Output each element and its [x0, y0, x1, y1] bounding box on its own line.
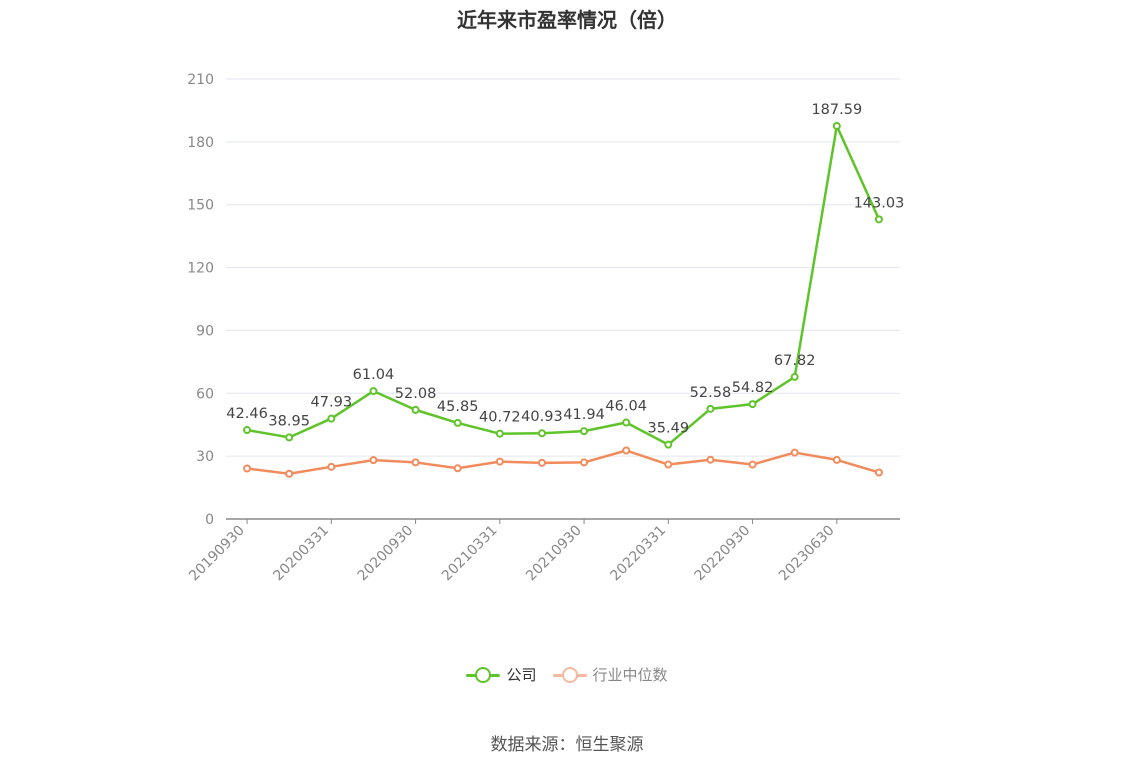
company-data-label: 40.72	[479, 410, 521, 426]
company-point	[537, 429, 546, 438]
company-point	[748, 400, 757, 409]
legend: 公司 行业中位数	[0, 664, 1134, 685]
legend-item-industry-median[interactable]: 行业中位数	[552, 664, 668, 685]
industry-median-point	[369, 456, 378, 465]
company-point	[495, 429, 504, 438]
y-tick-label: 180	[187, 135, 214, 151]
industry-median-point	[748, 460, 757, 469]
company-point	[664, 440, 673, 449]
industry-median-point	[453, 464, 462, 473]
company-series-line	[246, 124, 881, 446]
line-chart: 0 30 60 90 120 150 180 210 20190930 20200331 20200…	[186, 72, 904, 584]
x-tick-label: 20190930	[186, 523, 248, 585]
industry-median-point	[411, 458, 420, 467]
grid-lines	[226, 78, 900, 457]
y-tick-label: 150	[187, 198, 214, 214]
axes: 0 30 60 90 120 150 180 210 20190930 20200331 20200…	[186, 72, 900, 584]
company-data-label: 35.49	[648, 421, 690, 437]
y-tick-label: 0	[205, 512, 214, 528]
y-tick-label: 90	[196, 323, 214, 339]
company-point	[580, 427, 589, 436]
company-data-label: 46.04	[605, 399, 647, 415]
company-point	[706, 404, 715, 413]
industry-median-point	[832, 455, 841, 464]
x-tick-label: 20200331	[270, 523, 332, 585]
industry-median-point	[874, 468, 883, 477]
industry-median-point	[537, 458, 546, 467]
company-point	[453, 418, 462, 427]
x-tick-label: 20230630	[776, 523, 838, 585]
x-tick-label: 20220930	[692, 523, 754, 585]
industry-median-point	[327, 462, 336, 471]
company-point	[832, 121, 841, 130]
chart-title: 近年来市盈率情况（倍）	[457, 8, 677, 32]
x-tick-label: 20200930	[355, 523, 417, 585]
company-data-label: 61.04	[353, 367, 395, 383]
industry-median-point	[580, 458, 589, 467]
company-data-label: 54.82	[732, 380, 774, 396]
company-point	[790, 372, 799, 381]
industry-median-point	[622, 446, 631, 455]
y-tick-label: 120	[187, 261, 214, 277]
legend-item-company[interactable]: 公司	[466, 664, 537, 685]
company-data-label: 42.46	[226, 406, 268, 422]
company-data-label: 40.93	[521, 409, 563, 425]
x-tick-label: 20220331	[607, 523, 669, 585]
legend-industry-marker-icon	[552, 666, 587, 683]
legend-company-label: 公司	[506, 666, 537, 684]
company-point	[622, 418, 631, 427]
industry-median-point	[243, 464, 252, 473]
company-point	[243, 426, 252, 435]
company-point	[369, 387, 378, 396]
x-tick-label: 20210331	[439, 523, 501, 585]
y-tick-label: 30	[196, 449, 214, 465]
company-data-label: 45.85	[437, 399, 479, 415]
industry-median-point	[495, 457, 504, 466]
x-tick-label: 20210930	[523, 523, 585, 585]
company-data-label: 187.59	[811, 102, 862, 118]
company-data-label: 143.03	[854, 195, 905, 211]
company-point	[327, 414, 336, 423]
industry-median-point	[790, 448, 799, 457]
company-point	[411, 405, 420, 414]
company-data-label: 52.58	[690, 385, 732, 401]
industry-median-point	[285, 469, 294, 478]
legend-industry-median-label: 行业中位数	[592, 666, 668, 684]
y-tick-label: 210	[187, 72, 214, 88]
company-data-label: 47.93	[311, 395, 353, 411]
legend-company-marker-icon	[466, 666, 501, 683]
industry-median-series-line	[246, 449, 880, 475]
company-data-label: 67.82	[774, 353, 816, 369]
industry-median-point	[664, 460, 673, 469]
company-data-label: 38.95	[268, 413, 310, 429]
y-tick-label: 60	[196, 386, 214, 402]
company-point	[285, 433, 294, 442]
industry-median-point	[706, 455, 715, 464]
source-note: 数据来源：恒生聚源	[490, 735, 644, 755]
series-lines	[243, 121, 883, 478]
company-data-label: 52.08	[395, 386, 437, 402]
company-point	[874, 215, 883, 224]
company-data-label: 41.94	[563, 407, 605, 423]
